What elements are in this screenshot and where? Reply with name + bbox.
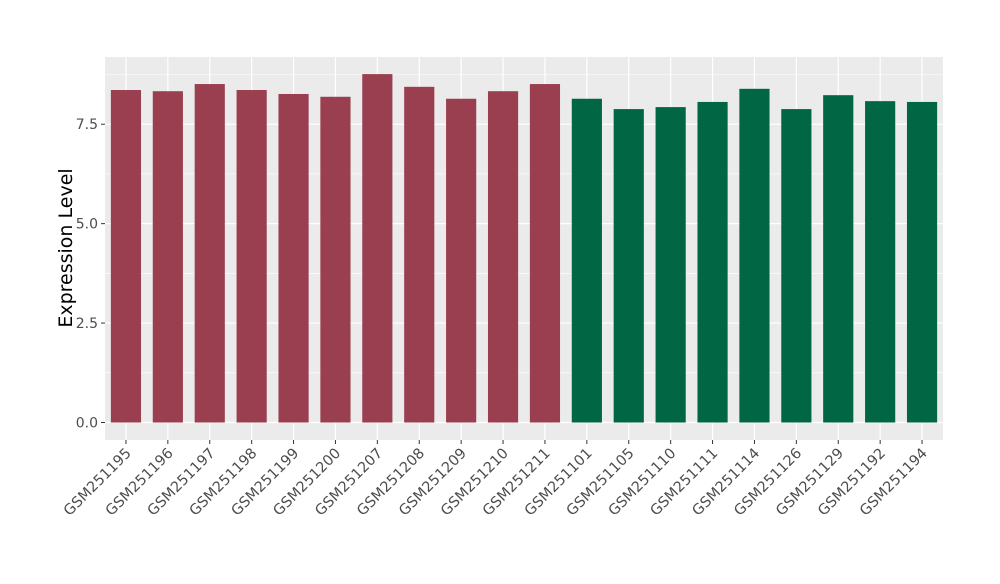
bar-GSM251111 (697, 101, 728, 423)
bar-GSM251114 (739, 88, 770, 423)
y-axis-label: Expression Level (55, 168, 77, 327)
y-tick-label: 7.5 (76, 117, 98, 133)
bar-GSM251101 (571, 98, 602, 423)
bar-GSM251110 (655, 107, 686, 423)
bar-GSM251197 (194, 84, 225, 423)
bar-GSM251210 (487, 91, 519, 423)
bar-GSM251209 (446, 98, 477, 423)
bar-GSM251207 (362, 74, 393, 423)
bar-GSM251194 (906, 101, 938, 423)
y-tick-label: 2.5 (76, 316, 98, 332)
bar-GSM251199 (278, 93, 309, 423)
bar-GSM251195 (110, 90, 142, 423)
bar-GSM251208 (404, 86, 435, 423)
y-tick-label: 5.0 (76, 217, 98, 233)
bar-GSM251196 (152, 91, 183, 423)
plot-panel (105, 57, 943, 440)
y-tick-label: 0.0 (76, 416, 98, 432)
bars (110, 74, 938, 423)
y-axis: 0.0 2.5 5.0 7.5 (76, 117, 105, 432)
bar-GSM251126 (781, 109, 812, 423)
bar-GSM251200 (320, 96, 351, 423)
x-axis: GSM251195GSM251196GSM251197GSM251198GSM2… (61, 440, 931, 519)
bar-GSM251211 (529, 84, 561, 423)
bar-GSM251192 (865, 101, 896, 423)
bar-GSM251105 (613, 109, 644, 423)
bar-GSM251129 (823, 95, 854, 423)
bar-GSM251198 (236, 90, 267, 423)
